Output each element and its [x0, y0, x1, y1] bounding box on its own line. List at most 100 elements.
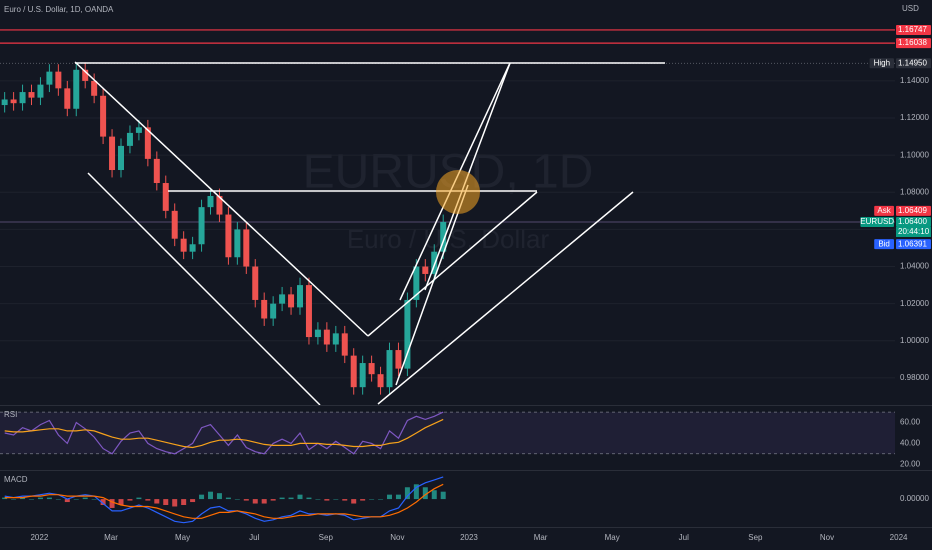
candle-body [73, 69, 80, 109]
histogram-bar [324, 499, 330, 501]
price-tag-name-box [860, 216, 894, 227]
price-tag-name-box [874, 239, 894, 250]
candle-body [91, 80, 98, 96]
histogram-bar [252, 499, 258, 504]
candle-body [404, 299, 411, 369]
candle-body [413, 266, 420, 300]
candle-body [82, 69, 89, 81]
histogram-bar [369, 499, 375, 500]
histogram-bar [118, 499, 124, 505]
y-tick-label: 1.08000 [900, 187, 929, 196]
candle-body [332, 333, 339, 345]
y-axis-unit: USD [902, 4, 919, 13]
x-tick-label: 2024 [890, 533, 908, 542]
histogram-bar [172, 499, 178, 507]
x-tick-label: Jul [249, 533, 259, 542]
histogram-bar [297, 494, 303, 500]
candle-body [288, 294, 295, 308]
candle-body [46, 71, 53, 85]
candle-body [377, 374, 384, 388]
candle-body [64, 88, 71, 109]
candle-body [252, 266, 259, 300]
histogram-bar [181, 499, 187, 505]
price-tag [896, 24, 931, 35]
candle-body [431, 251, 438, 274]
histogram-bar [82, 497, 88, 500]
candle-body [126, 132, 133, 146]
histogram-bar [216, 493, 222, 500]
y-tick-label: 40.00 [900, 438, 921, 447]
x-tick-label: 2022 [30, 533, 48, 542]
x-tick-label: Mar [104, 533, 118, 542]
pane-title: RSI [4, 410, 17, 419]
candle-body [305, 285, 312, 338]
histogram-bar [351, 499, 357, 504]
candle-body [243, 229, 250, 267]
price-tag-value: 1.06400 [898, 217, 927, 226]
candle-body [270, 303, 277, 319]
histogram-bar [109, 499, 115, 508]
candle-body [234, 229, 241, 258]
histogram-bar [243, 499, 249, 501]
price-axis [895, 0, 932, 527]
candle-body [359, 363, 366, 388]
countdown: 20:44:10 [898, 227, 930, 236]
histogram-bar [404, 487, 410, 500]
candle-body [341, 333, 348, 356]
histogram-bar [20, 497, 26, 500]
y-tick-label: 1.14000 [900, 76, 929, 85]
candle-body [314, 329, 321, 338]
candle-body [153, 158, 160, 184]
histogram-bar [2, 497, 8, 500]
y-tick-label: 60.00 [900, 418, 921, 427]
candle-body [28, 92, 35, 98]
candle-body [180, 238, 187, 252]
histogram-bar [199, 494, 205, 500]
indicator-line [4, 418, 444, 449]
histogram-bar [387, 494, 393, 500]
x-tick-label: 2023 [460, 533, 478, 542]
histogram-bar [360, 499, 366, 501]
histogram-bar [342, 499, 348, 501]
y-tick-label: 1.04000 [900, 262, 929, 271]
price-tag [896, 239, 931, 250]
pane-title: MACD [4, 475, 28, 484]
price-tag-value: 1.16747 [898, 25, 927, 34]
y-tick-label: 1.00000 [900, 336, 929, 345]
histogram-bar [37, 497, 43, 500]
histogram-bar [306, 497, 312, 500]
plot-layer: RSI MACD [0, 29, 895, 524]
candle-body [135, 127, 142, 133]
candle-body [350, 355, 357, 388]
candle-body [10, 99, 17, 104]
histogram-bar [163, 499, 169, 505]
x-tick-label: Nov [390, 533, 404, 542]
histogram-bar [279, 497, 285, 500]
trendline [74, 61, 369, 337]
candle-body [171, 210, 178, 239]
price-tag [896, 38, 931, 49]
trendline [367, 191, 538, 337]
y-tick-label: 0.00000 [900, 494, 929, 503]
histogram-bar [55, 499, 61, 500]
candle-body [55, 71, 62, 89]
trendline [87, 172, 321, 406]
price-tag-value: 1.06391 [898, 239, 927, 248]
price-tag-name-box [869, 58, 894, 69]
candle-body [225, 214, 232, 258]
x-tick-label: Nov [820, 533, 834, 542]
histogram-bar [413, 484, 419, 500]
histogram-bar [73, 499, 79, 500]
candle-body [144, 127, 151, 159]
candle-body [118, 145, 125, 171]
price-tag-value: 1.16038 [898, 38, 927, 47]
histogram-bar [46, 497, 52, 500]
symbol-header: Euro / U.S. Dollar, 1D, OANDA [4, 5, 114, 14]
candle-body [323, 329, 330, 345]
price-tag [896, 205, 931, 216]
histogram-bar [431, 490, 437, 500]
histogram-bar [29, 499, 35, 500]
histogram-bar [270, 499, 276, 501]
